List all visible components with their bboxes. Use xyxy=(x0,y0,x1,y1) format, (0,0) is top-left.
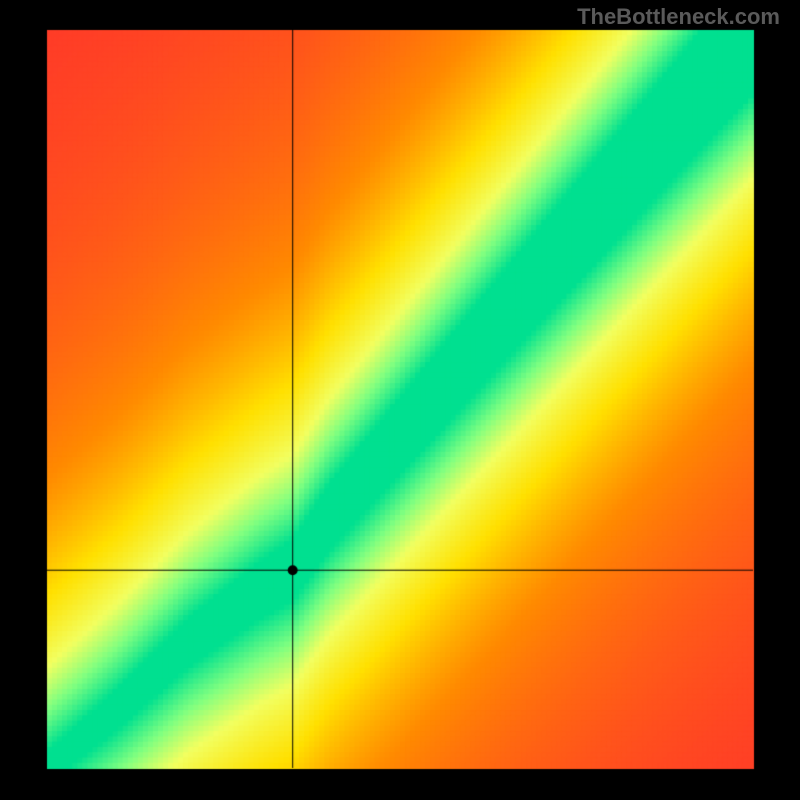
chart-container: TheBottleneck.com xyxy=(0,0,800,800)
bottleneck-heatmap xyxy=(0,0,800,800)
attribution-text: TheBottleneck.com xyxy=(577,4,780,30)
